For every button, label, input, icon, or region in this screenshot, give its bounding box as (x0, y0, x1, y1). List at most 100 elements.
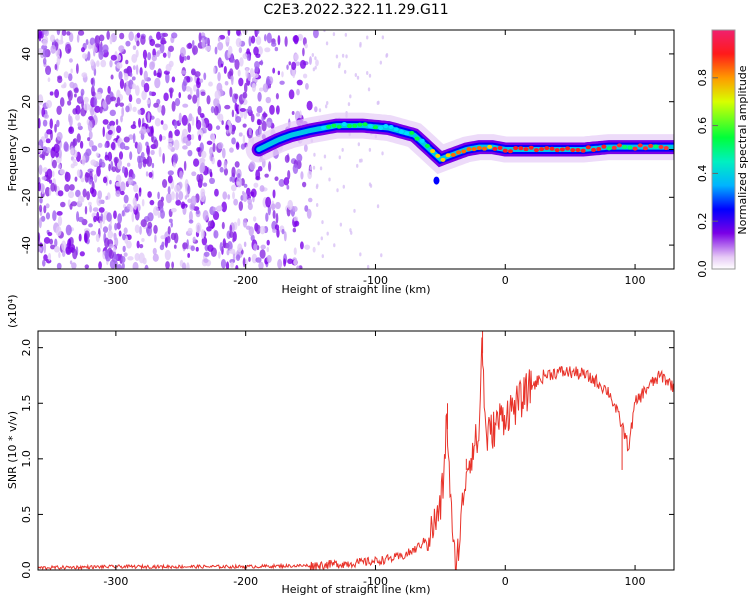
spectrogram-noise-cell (139, 67, 143, 76)
spectrogram-noise-cell (75, 189, 81, 198)
spectrogram-noise-cell (275, 105, 280, 115)
spectrogram-ridge-peak (321, 125, 327, 130)
spectrogram-noise-cell (237, 69, 241, 77)
spectrogram-noise-cell (253, 46, 259, 56)
spectrogram-ridge-peak (502, 148, 508, 153)
spectrogram-noise-cell (42, 119, 48, 127)
spectrogram-noise-cell (129, 151, 133, 161)
spectrogram-noise-cell (157, 211, 161, 219)
spectrogram-noise-cell (200, 91, 206, 97)
spectrogram-noise-cell (162, 179, 168, 188)
spectrogram-noise-cell (45, 100, 53, 109)
spectrogram-noise-cell (231, 166, 236, 178)
spectrogram-noise-cell (58, 148, 62, 159)
spectrogram-noise-cell (38, 47, 43, 54)
spectrogram-ridge-peak (565, 146, 571, 151)
spectrogram-noise-cell (242, 123, 247, 128)
spectrogram-noise-cell (212, 142, 216, 153)
spectrogram-noise-cell (303, 144, 308, 152)
spectrogram-noise-cell (314, 106, 318, 113)
spectrogram-noise-cell (218, 34, 226, 40)
spectrogram-noise-cell (182, 136, 189, 144)
spectrogram-noise-cell (123, 68, 130, 74)
spectrogram-noise-cell (84, 205, 88, 215)
spectrogram-noise-cell (123, 194, 129, 204)
spectrogram-noise-cell (109, 36, 113, 45)
spectrogram-noise-cell (195, 119, 202, 130)
spectrogram-noise-cell (311, 52, 315, 57)
spectrogram-noise-cell (72, 138, 78, 147)
spectrogram-noise-cell (171, 32, 178, 39)
spectrogram-noise-cell (167, 170, 174, 176)
spectrogram-noise-cell (359, 252, 362, 257)
spectrogram-ridge-peak (622, 144, 628, 149)
spectrogram-noise-cell (243, 241, 247, 248)
spectrogram-noise-cell (344, 32, 348, 37)
spectrogram-y-tick-label: -20 (20, 188, 33, 206)
spectrogram-noise-cell (316, 183, 319, 188)
spectrogram-noise-cell (160, 120, 164, 125)
spectrogram-noise-cell (265, 196, 272, 208)
spectrogram-noise-cell (270, 203, 276, 211)
spectrogram-noise-cell (153, 69, 157, 77)
spectrogram-noise-cell (96, 165, 101, 177)
spectrogram-ridge-peak (575, 147, 581, 152)
snr-y-tick-label: 0.5 (20, 506, 33, 524)
spectrogram-noise-cell (256, 30, 260, 35)
snr-x-tick-label: 0 (502, 575, 509, 588)
spectrogram-ridge-peak (591, 147, 597, 152)
spectrogram-noise-cell (137, 109, 142, 115)
spectrogram-noise-cell (72, 248, 78, 260)
spectrogram-ridge-peak (430, 149, 436, 154)
spectrogram-noise-cell (107, 129, 113, 135)
spectrogram-noise-cell (109, 60, 113, 68)
spectrogram-noise-cell (76, 169, 81, 178)
spectrogram-noise-cell (147, 191, 152, 198)
spectrogram-noise-cell (187, 123, 192, 133)
spectrogram-noise-cell (159, 42, 165, 54)
spectrogram-noise-cell (237, 218, 241, 227)
spectrogram-noise-cell (257, 91, 262, 102)
spectrogram-noise-cell (171, 191, 175, 201)
spectrogram-noise-cell (70, 201, 78, 207)
spectrogram-noise-cell (225, 124, 229, 130)
spectrogram-noise-cell (243, 183, 248, 188)
spectrogram-noise-cell (109, 259, 117, 269)
spectrogram-noise-cell (256, 245, 260, 251)
spectrogram-noise-cell (74, 93, 77, 98)
spectrogram-noise-cell (223, 66, 227, 74)
spectrogram-noise-cell (183, 55, 187, 61)
spectrogram-noise-cell (109, 109, 116, 117)
spectrogram-noise-cell (159, 134, 163, 142)
spectrogram-noise-cell (45, 138, 51, 144)
spectrogram-noise-cell (257, 119, 263, 126)
spectrogram-noise-cell (212, 133, 216, 145)
spectrogram-noise-cell (157, 191, 160, 200)
spectrogram-ridge-peak (456, 150, 462, 155)
spectrogram-noise-cell (135, 64, 139, 75)
spectrogram-noise-cell (263, 111, 267, 120)
spectrogram-noise-cell (108, 223, 112, 232)
spectrogram-noise-cell (65, 43, 72, 54)
spectrogram-noise-cell (141, 90, 147, 101)
spectrogram-ridge-peak (523, 147, 529, 152)
spectrogram-noise-cell (293, 259, 298, 266)
colorbar: 0.0 0.2 0.4 0.6 0.8 Normalized spectral ampl… (696, 29, 749, 278)
spectrogram-noise-cell (116, 54, 122, 62)
spectrogram-noise-cell (160, 135, 167, 141)
spectrogram-noise-cell (228, 123, 232, 134)
spectrogram-noise-cell (102, 226, 109, 233)
spectrogram-noise-cell (115, 190, 121, 197)
spectrogram-noise-cell (199, 113, 205, 118)
spectrogram-noise-cell (153, 139, 159, 149)
spectrogram-ridge-peak (481, 146, 487, 151)
spectrogram-noise-cell (99, 220, 103, 230)
spectrogram-noise-cell (266, 78, 271, 86)
spectrogram-noise-cell (268, 161, 272, 172)
spectrogram-noise-cell (77, 122, 82, 128)
spectrogram-noise-cell (335, 54, 339, 59)
spectrogram-noise-cell (107, 85, 111, 94)
spectrogram-noise-cell (192, 236, 196, 243)
spectrogram-ridge-peak (450, 152, 456, 157)
